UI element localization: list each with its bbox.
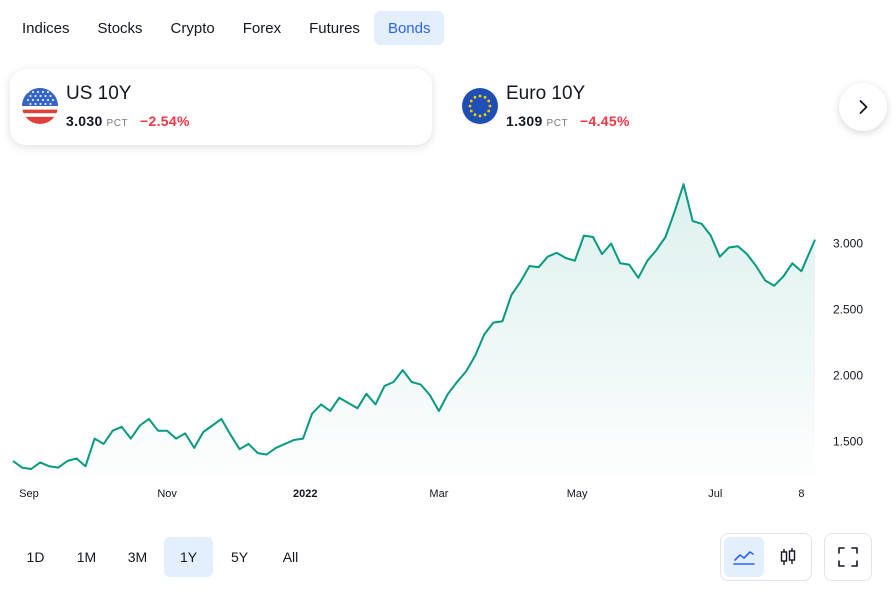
us-flag-icon: [22, 88, 58, 124]
eu-flag-icon: [462, 88, 498, 124]
range-3m-button[interactable]: 3M: [127, 549, 148, 565]
symbol-unit: PCT: [546, 118, 569, 129]
candlestick-icon: [780, 548, 796, 565]
chart-type-toggle: [720, 533, 812, 581]
chart-area-fill: [13, 184, 815, 475]
tab-forex[interactable]: Forex: [242, 19, 282, 37]
range-5y-button[interactable]: 5Y: [230, 549, 249, 565]
y-tick-label: 2.000: [833, 368, 863, 382]
symbol-values: 3.030 PCT −2.54%: [66, 113, 190, 129]
y-tick-label: 3.000: [833, 237, 863, 251]
fullscreen-icon: [838, 547, 858, 567]
symbol-change: −2.54%: [140, 113, 190, 129]
tab-futures[interactable]: Futures: [309, 19, 360, 37]
symbol-price: 3.030: [66, 113, 103, 129]
range-1m-button[interactable]: 1M: [76, 549, 97, 565]
x-tick-label: Mar: [429, 488, 448, 500]
x-axis: Sep Nov 2022 Mar May Jul 8: [19, 488, 804, 500]
symbol-card-euro10y[interactable]: Euro 10Y 1.309 PCT −4.45%: [450, 69, 830, 145]
x-tick-label: Sep: [19, 488, 39, 500]
chart-series-line: [12, 183, 816, 470]
area-chart-icon: [733, 551, 755, 565]
symbol-title: US 10Y: [66, 83, 132, 104]
symbol-unit: PCT: [106, 118, 129, 129]
tab-crypto[interactable]: Crypto: [170, 19, 215, 37]
tab-indices[interactable]: Indices: [22, 19, 70, 37]
range-1d-button[interactable]: 1D: [26, 549, 45, 565]
candlestick-chart-button[interactable]: [768, 537, 808, 577]
x-tick-label: Nov: [157, 488, 177, 500]
next-symbols-button[interactable]: [839, 83, 887, 131]
yield-chart[interactable]: 3.000 2.500 2.000 1.500 Sep Nov 2022 Mar May Jul…: [0, 150, 896, 510]
x-tick-label: 8: [798, 488, 804, 500]
market-tabs: Indices Stocks Crypto Forex Futures Bond…: [8, 11, 445, 45]
range-1y-button[interactable]: 1Y: [164, 537, 213, 577]
range-all-button[interactable]: All: [282, 549, 299, 565]
fullscreen-button[interactable]: [824, 533, 872, 581]
symbol-price: 1.309: [506, 113, 543, 129]
x-tick-label: 2022: [293, 488, 317, 500]
x-tick-label: May: [567, 488, 588, 500]
chevron-right-icon: [859, 100, 868, 114]
x-tick-label: Jul: [708, 488, 722, 500]
y-axis: 3.000 2.500 2.000 1.500: [833, 237, 863, 449]
symbol-change: −4.45%: [580, 113, 630, 129]
range-selector: 1D 1M 3M 1Y 5Y All: [11, 537, 315, 577]
area-chart-button[interactable]: [724, 537, 764, 577]
symbol-card-us10y[interactable]: US 10Y 3.030 PCT −2.54%: [10, 69, 432, 145]
y-tick-label: 1.500: [833, 434, 863, 448]
symbol-title: Euro 10Y: [506, 83, 586, 104]
tab-bonds[interactable]: Bonds: [373, 11, 445, 45]
tab-stocks[interactable]: Stocks: [97, 19, 143, 37]
y-tick-label: 2.500: [833, 303, 863, 317]
symbol-values: 1.309 PCT −4.45%: [506, 113, 630, 129]
